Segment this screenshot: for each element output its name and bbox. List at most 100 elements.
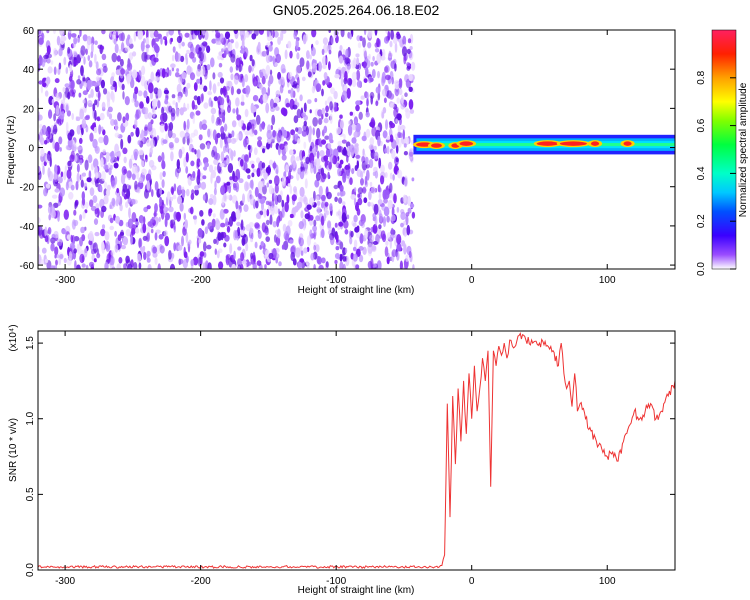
noise-speck (403, 143, 407, 148)
noise-speck (372, 224, 378, 234)
noise-speck (130, 131, 134, 137)
noise-speck (312, 117, 318, 127)
noise-speck (169, 263, 176, 269)
noise-speck (38, 30, 41, 35)
noise-speck (334, 222, 338, 228)
noise-speck (237, 258, 242, 267)
noise-speck (270, 205, 275, 216)
noise-speck (182, 259, 188, 269)
noise-speck (65, 181, 69, 191)
noise-speck (167, 128, 173, 139)
noise-speck (147, 221, 153, 227)
noise-speck (252, 76, 258, 87)
noise-speck (38, 37, 44, 45)
noise-speck (231, 120, 237, 128)
noise-speck (59, 30, 65, 37)
noise-speck (148, 159, 155, 168)
noise-speck (163, 230, 168, 237)
noise-speck (329, 235, 335, 246)
noise-speck (73, 37, 78, 45)
y-tick-label: -60 (20, 261, 35, 272)
noise-speck (161, 179, 165, 189)
noise-speck (279, 143, 285, 150)
noise-speck (150, 228, 154, 234)
noise-speck (339, 119, 345, 130)
noise-speck (321, 107, 325, 115)
noise-speck (394, 80, 400, 86)
noise-speck (347, 124, 353, 136)
noise-speck (236, 114, 242, 121)
noise-speck (346, 87, 351, 99)
noise-speck (274, 96, 280, 104)
noise-speck (202, 119, 207, 125)
noise-speck (338, 209, 341, 216)
x-tick-label: 100 (599, 275, 616, 286)
noise-speck (211, 114, 215, 124)
noise-speck (103, 181, 108, 189)
noise-speck (171, 54, 175, 62)
noise-speck (303, 141, 307, 149)
noise-speck (168, 142, 174, 149)
noise-speck (157, 155, 162, 163)
noise-speck (154, 181, 159, 191)
noise-speck (113, 119, 118, 126)
noise-speck (360, 170, 364, 179)
noise-speck (76, 79, 82, 85)
noise-speck (94, 208, 99, 215)
noise-speck (365, 128, 371, 138)
noise-speck (340, 30, 345, 38)
noise-speck (275, 90, 281, 98)
noise-speck (321, 201, 324, 209)
noise-speck (178, 258, 184, 265)
noise-speck (128, 185, 131, 190)
noise-speck (202, 262, 206, 269)
noise-speck (146, 180, 150, 191)
noise-speck (383, 198, 388, 204)
noise-speck (41, 58, 46, 68)
noise-speck (93, 126, 98, 134)
noise-speck (54, 188, 60, 193)
noise-speck (356, 80, 362, 88)
noise-speck (168, 206, 174, 213)
noise-speck (256, 44, 262, 55)
noise-speck (351, 71, 357, 81)
noise-speck (402, 227, 406, 236)
noise-speck (187, 41, 193, 49)
noise-speck (106, 91, 111, 103)
noise-speck (175, 52, 181, 63)
noise-speck (71, 244, 76, 249)
noise-speck (81, 191, 86, 201)
noise-speck (128, 158, 133, 169)
noise-speck (88, 170, 92, 180)
noise-speck (281, 199, 285, 208)
noise-speck (168, 250, 172, 260)
noise-speck (377, 70, 380, 79)
noise-speck (386, 145, 390, 155)
noise-speck (210, 57, 215, 68)
noise-speck (138, 70, 142, 81)
noise-speck (122, 147, 128, 155)
y-tick-label: 1.5 (25, 336, 36, 350)
noise-speck (73, 209, 77, 216)
noise-speck (378, 192, 382, 201)
noise-speck (320, 172, 326, 183)
noise-speck (110, 90, 114, 101)
noise-speck (219, 222, 226, 228)
noise-speck (388, 161, 393, 170)
noise-speck (145, 95, 150, 104)
noise-speck (409, 148, 414, 153)
noise-speck (249, 54, 253, 62)
noise-speck (252, 95, 259, 102)
snr-series-line (38, 331, 675, 569)
noise-speck (168, 69, 172, 77)
noise-speck (111, 197, 116, 207)
noise-speck (144, 189, 149, 199)
noise-speck (118, 33, 124, 41)
noise-speck (252, 168, 257, 173)
noise-speck (244, 181, 249, 192)
noise-speck (282, 223, 287, 232)
noise-speck (404, 177, 408, 187)
noise-speck (76, 146, 83, 151)
noise-speck (375, 100, 379, 107)
noise-speck (178, 148, 183, 159)
